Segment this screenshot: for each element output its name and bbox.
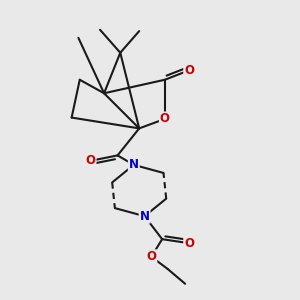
Text: N: N	[140, 210, 150, 223]
Text: O: O	[184, 64, 194, 77]
Text: O: O	[184, 237, 194, 250]
Text: O: O	[85, 154, 96, 167]
Text: O: O	[160, 112, 170, 125]
Text: N: N	[129, 158, 139, 171]
Text: O: O	[146, 250, 156, 263]
